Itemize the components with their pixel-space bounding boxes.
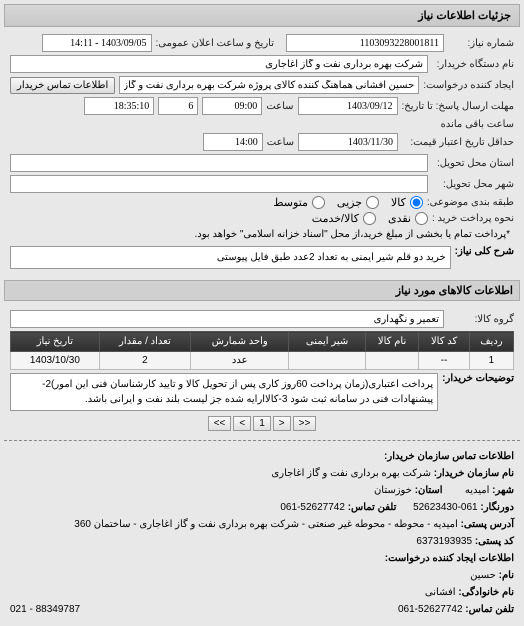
pkg-opt2-label: جزیی bbox=[337, 196, 362, 209]
c-req-label: اطلاعات ایجاد کننده درخواست: bbox=[385, 553, 514, 564]
saat-label-1: ساعت bbox=[266, 101, 293, 112]
pkg-radio-2[interactable] bbox=[366, 196, 379, 209]
table-cell: عدد bbox=[191, 352, 289, 370]
province-label: استان محل تحویل: bbox=[432, 158, 514, 169]
deadline-label: مهلت ارسال پاسخ: تا تاریخ: bbox=[402, 101, 514, 112]
buyer-org-label: نام دستگاه خریدار: bbox=[432, 59, 514, 70]
credit-time-field[interactable] bbox=[203, 133, 263, 151]
req-no-field[interactable] bbox=[286, 34, 444, 52]
pkg-radio-3[interactable] bbox=[312, 196, 325, 209]
c-tel2-label: تلفن تماس: bbox=[465, 604, 514, 615]
goods-header: اطلاعات کالاهای مورد نیاز bbox=[4, 280, 520, 301]
c-fax-val: 061-52623430 bbox=[413, 502, 478, 513]
table-header: کد کالا bbox=[419, 332, 469, 352]
table-header: ردیف bbox=[469, 332, 513, 352]
table-cell bbox=[365, 352, 419, 370]
c-family-label: نام خانوادگی: bbox=[458, 587, 514, 598]
table-header: نام کالا bbox=[365, 332, 419, 352]
payment-note: *پرداخت تمام یا بخشی از مبلغ خرید،از محل… bbox=[195, 229, 511, 240]
c-org-label: نام سازمان خریدار: bbox=[434, 468, 514, 479]
goods-group-label: گروه کالا: bbox=[448, 314, 514, 325]
pkg-radio-1[interactable] bbox=[410, 196, 423, 209]
table-header: شیر ایمنی bbox=[289, 332, 365, 352]
contact-button[interactable]: اطلاعات تماس خریدار bbox=[10, 77, 115, 94]
requester-label: ایجاد کننده درخواست: bbox=[423, 80, 514, 91]
pay-radio-2[interactable] bbox=[363, 212, 376, 225]
c-tel2-val: 52627742-061 bbox=[398, 604, 463, 615]
table-header: واحد شمارش bbox=[191, 332, 289, 352]
c-phone-label: تلفن تماس: bbox=[348, 502, 397, 513]
pay-radio-1[interactable] bbox=[415, 212, 428, 225]
deadline-time-field[interactable] bbox=[202, 97, 262, 115]
province-field[interactable] bbox=[10, 154, 428, 172]
c-city-val: امیدیه bbox=[465, 485, 490, 496]
table-cell: -- bbox=[419, 352, 469, 370]
buyer-org-field[interactable] bbox=[10, 55, 428, 73]
goods-group-field[interactable] bbox=[10, 310, 444, 328]
payment-label: نحوه پرداخت خرید : bbox=[432, 213, 514, 224]
table-cell: 2 bbox=[99, 352, 190, 370]
req-no-label: شماره نیاز: bbox=[448, 38, 514, 49]
announce-label: تاریخ و ساعت اعلان عمومی: bbox=[156, 38, 275, 49]
page-button[interactable]: 1 bbox=[253, 416, 271, 431]
remain-field[interactable] bbox=[84, 97, 154, 115]
table-header: تاریخ نیاز bbox=[11, 332, 100, 352]
table-cell: 1 bbox=[469, 352, 513, 370]
c-province-label: استان: bbox=[415, 485, 443, 496]
page-button[interactable]: < bbox=[233, 416, 251, 431]
credit-date-field[interactable] bbox=[298, 133, 398, 151]
requester-field[interactable] bbox=[119, 76, 419, 94]
c-city-label: شهر: bbox=[492, 485, 514, 496]
remain-label: ساعت باقی مانده bbox=[441, 119, 514, 130]
pkg-opt3-label: متوسط bbox=[273, 196, 308, 209]
goods-table: ردیفکد کالانام کالاشیر ایمنیواحد شمارشتع… bbox=[10, 331, 514, 370]
c-addr-val: امیدیه - محوطه - محوطه غیر صنعتی - شرکت … bbox=[74, 519, 458, 530]
desc-main-field: خرید دو قلم شیر ایمنی به تعداد 2عدد طبق … bbox=[10, 246, 451, 269]
table-header: تعداد / مقدار bbox=[99, 332, 190, 352]
pay-check-label: کالا/خدمت bbox=[312, 212, 359, 225]
notes-field: پرداخت اعتباری(زمان پرداخت 60روز کاری پس… bbox=[10, 373, 438, 411]
deadline-date-field[interactable] bbox=[298, 97, 398, 115]
table-cell: 1403/10/30 bbox=[11, 352, 100, 370]
c-addr-label: آدرس پستی: bbox=[461, 519, 514, 530]
pay-cash-label: نقدی bbox=[388, 212, 411, 225]
credit-label: حداقل تاریخ اعتبار قیمت: bbox=[402, 137, 514, 148]
notes-label: توضیحات خریدار: bbox=[442, 373, 514, 384]
c-province-val: خوزستان bbox=[374, 485, 412, 496]
page-button[interactable]: << bbox=[208, 416, 232, 431]
deadline-day-field[interactable] bbox=[158, 97, 198, 115]
table-row: 1-- عدد21403/10/30 bbox=[11, 352, 514, 370]
pkg-opt1-label: کالا bbox=[391, 196, 406, 209]
pagination: <<<1>>> bbox=[10, 414, 514, 433]
page-button[interactable]: >> bbox=[293, 416, 317, 431]
desc-main-label: شرح کلی نیاز: bbox=[455, 246, 514, 257]
table-cell bbox=[289, 352, 365, 370]
city-field[interactable] bbox=[10, 175, 428, 193]
c-org-val: شرکت بهره برداری نفت و گاز اغاجاری bbox=[271, 468, 431, 479]
c-phone-val: 52627742-061 bbox=[280, 502, 345, 513]
c-family-val: افشانی bbox=[425, 587, 456, 598]
page-button[interactable]: > bbox=[273, 416, 291, 431]
c-fax-label: دورنگار: bbox=[480, 502, 514, 513]
contact-header: اطلاعات تماس سازمان خریدار: bbox=[384, 451, 514, 462]
saat-label-2: ساعت bbox=[267, 137, 294, 148]
pkg-label: طبقه بندی موضوعی: bbox=[427, 197, 514, 208]
city-label: شهر محل تحویل: bbox=[432, 179, 514, 190]
main-header: جزئیات اطلاعات نیاز bbox=[4, 4, 520, 27]
footer-phone: 021 - 88349787 bbox=[10, 601, 80, 618]
c-post-label: کد پستی: bbox=[475, 536, 514, 547]
announce-field[interactable] bbox=[42, 34, 152, 52]
c-post-val: 6373193935 bbox=[416, 536, 472, 547]
